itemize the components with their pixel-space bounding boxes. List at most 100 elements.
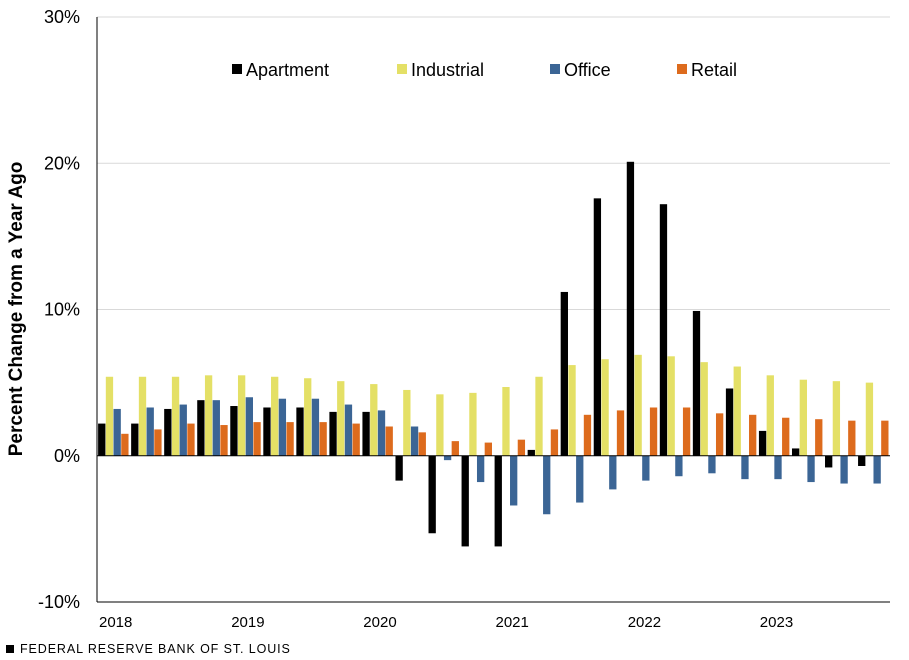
bar-industrial-2022Q4 [733, 366, 741, 456]
x-tick-label: 2022 [628, 614, 661, 631]
bar-retail-2021Q4 [616, 410, 625, 456]
bar-industrial-2020Q4 [469, 392, 477, 456]
bar-industrial-2019Q4 [337, 381, 345, 456]
bar-apartment-2019Q1 [230, 406, 238, 456]
bar-retail-2023Q4 [881, 420, 889, 456]
y-tick-label: -10% [38, 592, 80, 612]
bar-apartment-2023Q3 [825, 455, 833, 468]
bar-retail-2018Q3 [187, 423, 195, 456]
bar-office-2019Q4 [344, 404, 353, 456]
bar-retail-2020Q2 [418, 432, 426, 456]
bar-retail-2018Q4 [220, 425, 228, 456]
bar-retail-2020Q4 [484, 442, 492, 456]
bar-office-2020Q3 [443, 455, 452, 461]
bar-retail-2021Q2 [550, 429, 559, 456]
legend-label-office: Office [564, 60, 611, 80]
x-tick-labels: 2018 2019 2020 2021 2022 2023 [99, 614, 793, 631]
bar-office-2018Q2 [146, 407, 154, 456]
bar-office-2019Q3 [311, 398, 320, 456]
x-tick-label: 2023 [760, 614, 793, 631]
bar-apartment-2018Q4 [197, 400, 205, 456]
bar-industrial-2020Q2 [403, 389, 411, 456]
bar-retail-2019Q3 [319, 422, 327, 456]
legend-swatch-industrial [397, 64, 407, 74]
bar-office-2020Q4 [476, 455, 485, 483]
bar-apartment-2018Q3 [164, 408, 172, 456]
bar-retail-2022Q3 [715, 413, 724, 456]
bar-apartment-2023Q4 [858, 455, 866, 466]
bar-retail-2021Q1 [517, 439, 526, 456]
bar-retail-2022Q1 [649, 407, 658, 456]
y-tick-label: 0% [54, 446, 80, 466]
bar-office-2023Q1 [774, 455, 782, 480]
bar-office-2021Q1 [510, 455, 518, 506]
bar-industrial-2019Q2 [271, 376, 279, 456]
y-tick-labels: -10% 0% 10% 20% 30% [38, 7, 80, 612]
bar-apartment-2019Q2 [263, 407, 271, 456]
legend-label-retail: Retail [691, 60, 737, 80]
bar-retail-2022Q4 [749, 414, 757, 456]
bar-retail-2023Q3 [848, 420, 856, 456]
legend-swatch-retail [677, 64, 687, 74]
bar-industrial-2021Q4 [601, 359, 609, 456]
bar-office-2023Q3 [840, 455, 848, 484]
bar-apartment-2022Q2 [659, 204, 668, 456]
legend-swatch-apartment [232, 64, 242, 74]
bar-apartment-2022Q1 [626, 161, 635, 456]
bar-office-2019Q1 [245, 397, 253, 456]
x-tick-label: 2018 [99, 614, 132, 631]
bar-office-2022Q4 [741, 455, 749, 480]
bar-apartment-2020Q1 [362, 411, 370, 456]
x-tick-label: 2020 [363, 614, 396, 631]
bar-apartment-2018Q1 [98, 423, 106, 456]
bar-retail-2019Q1 [253, 422, 261, 456]
bar-retail-2020Q3 [451, 441, 459, 456]
bar-apartment-2023Q1 [758, 430, 767, 456]
bar-office-2020Q1 [377, 410, 386, 456]
bar-office-2022Q3 [708, 455, 716, 474]
bar-office-2022Q1 [642, 455, 650, 481]
legend: Apartment Industrial Office Retail [232, 60, 737, 80]
bar-retail-2021Q3 [583, 414, 592, 456]
legend-swatch-office [550, 64, 560, 74]
x-tick-label: 2019 [231, 614, 264, 631]
source-square-icon [6, 645, 14, 653]
bar-apartment-2020Q2 [395, 455, 403, 481]
bar-office-2020Q2 [410, 426, 419, 456]
bar-retail-2018Q2 [154, 429, 162, 456]
source-label: FEDERAL RESERVE BANK OF ST. LOUIS [20, 642, 291, 656]
gridlines [97, 16, 890, 310]
bar-apartment-2021Q4 [593, 198, 602, 456]
bar-office-2021Q3 [576, 455, 584, 503]
bar-apartment-2019Q4 [329, 411, 337, 456]
bar-office-2021Q4 [609, 455, 617, 490]
bar-industrial-2018Q3 [171, 376, 180, 456]
bar-apartment-2020Q3 [428, 455, 436, 534]
legend-label-industrial: Industrial [411, 60, 484, 80]
y-tick-label: 20% [44, 153, 80, 173]
legend-label-apartment: Apartment [246, 60, 329, 80]
bar-office-2023Q2 [807, 455, 815, 483]
bar-industrial-2021Q3 [568, 365, 576, 456]
bar-apartment-2022Q3 [692, 310, 701, 456]
x-tick-label: 2021 [496, 614, 529, 631]
bar-office-2022Q2 [675, 455, 683, 477]
bar-retail-2020Q1 [385, 426, 393, 456]
bar-retail-2018Q1 [121, 433, 129, 456]
bar-industrial-2020Q3 [436, 394, 444, 456]
bar-apartment-2022Q4 [725, 388, 734, 456]
bar-apartment-2019Q3 [296, 407, 304, 456]
bar-apartment-2018Q2 [131, 423, 139, 456]
bar-retail-2019Q2 [286, 422, 294, 456]
bar-office-2018Q3 [179, 404, 187, 456]
bar-industrial-2018Q1 [105, 376, 114, 456]
bar-industrial-2022Q2 [667, 356, 675, 456]
bar-office-2018Q4 [212, 400, 220, 456]
bar-office-2019Q2 [278, 398, 287, 456]
bar-retail-2023Q1 [782, 417, 790, 456]
bar-retail-2019Q4 [352, 423, 360, 456]
bar-industrial-2020Q1 [370, 384, 378, 456]
bar-industrial-2023Q2 [799, 379, 807, 456]
bar-industrial-2022Q3 [700, 362, 708, 456]
